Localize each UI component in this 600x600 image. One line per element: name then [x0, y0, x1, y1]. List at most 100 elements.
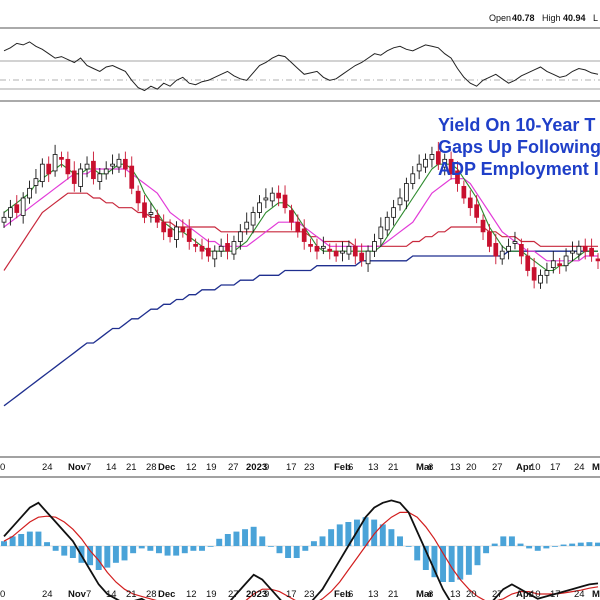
- candle-body: [518, 243, 524, 257]
- candle-body: [557, 263, 563, 267]
- x-tick-label: 21: [388, 589, 399, 600]
- candle: [142, 195, 147, 224]
- sma-long-line: [3, 192, 598, 271]
- macd-panel: [0, 476, 600, 600]
- candle: [346, 240, 352, 260]
- candle-body: [467, 197, 473, 209]
- x-tick-label: 13: [450, 462, 461, 473]
- candle: [193, 238, 198, 253]
- macd-histogram-bar: [371, 519, 378, 546]
- candle: [518, 238, 524, 265]
- candle-body: [20, 197, 26, 216]
- macd-histogram-bar: [534, 546, 541, 551]
- candle-body: [225, 243, 230, 252]
- candle: [544, 262, 550, 284]
- candle-body: [378, 226, 384, 239]
- candle: [110, 154, 115, 175]
- macd-histogram-bar: [543, 546, 550, 549]
- candle: [487, 224, 492, 253]
- candle: [186, 219, 192, 250]
- open-label: Open: [489, 13, 511, 23]
- x-tick-label: 2023: [246, 462, 267, 473]
- candle-body: [550, 260, 556, 269]
- x-tick-label: 17: [286, 462, 297, 473]
- candle-body: [193, 243, 198, 247]
- x-tick-label: 13: [450, 589, 461, 600]
- candle: [506, 238, 511, 260]
- candle: [263, 188, 269, 209]
- candle: [308, 238, 313, 253]
- candle-body: [544, 270, 550, 276]
- candle-body: [27, 187, 32, 199]
- candle-body: [448, 158, 454, 175]
- high-value: 40.94: [563, 13, 586, 23]
- macd-histogram-bar: [224, 534, 231, 546]
- macd-histogram-bar: [483, 546, 490, 554]
- candle: [282, 185, 288, 214]
- candle: [391, 199, 396, 226]
- macd-histogram-bar: [69, 546, 76, 558]
- macd-histogram-bar: [233, 531, 240, 546]
- candle-body: [116, 158, 122, 168]
- macd-histogram-bar: [328, 529, 335, 546]
- sma-200-line: [3, 250, 598, 407]
- candle-body: [186, 228, 192, 242]
- candle: [467, 190, 473, 216]
- candle: [52, 144, 58, 177]
- candle-body: [135, 190, 141, 204]
- candle-body: [78, 168, 84, 187]
- candle-body: [148, 212, 154, 215]
- candle-body: [410, 173, 416, 184]
- candle: [493, 233, 499, 265]
- candle: [71, 161, 77, 192]
- candle: [135, 185, 141, 212]
- candle-body: [589, 247, 594, 257]
- macd-histogram-bar: [431, 546, 438, 578]
- candle-body: [1, 216, 7, 223]
- candle-body: [206, 247, 211, 257]
- candle-body: [340, 250, 345, 254]
- macd-histogram-bar: [448, 546, 455, 582]
- macd-histogram-bar: [52, 546, 59, 551]
- candle-body: [308, 243, 313, 247]
- macd-histogram-bar: [155, 546, 162, 554]
- candle: [103, 161, 109, 180]
- x-tick-label: 24: [42, 589, 53, 600]
- candle: [244, 212, 250, 235]
- x-tick-label: Feb: [334, 462, 351, 473]
- macd-histogram-bar: [35, 531, 42, 546]
- x-tick-label: Apr: [516, 589, 533, 600]
- candle-body: [65, 158, 71, 175]
- macd-histogram-bar: [267, 546, 274, 547]
- x-tick-label: 14: [106, 589, 117, 600]
- candle-body: [365, 250, 371, 265]
- candle-body: [314, 245, 320, 252]
- candle-body: [33, 178, 39, 186]
- candle: [295, 214, 301, 238]
- candle-body: [372, 241, 377, 252]
- candle-body: [71, 170, 77, 184]
- macd-histogram-bar: [18, 534, 25, 546]
- macd-histogram-bar: [500, 536, 507, 546]
- x-tick-label: 0: [0, 462, 5, 473]
- sma-short-line: [3, 163, 598, 272]
- candle-body: [14, 204, 20, 213]
- macd-histogram-bar: [181, 546, 188, 554]
- candle-body: [499, 250, 505, 260]
- x-tick-label: 7: [86, 462, 91, 473]
- x-tick-label: 6: [428, 462, 433, 473]
- candle: [397, 188, 403, 211]
- x-tick-label: 21: [388, 462, 399, 473]
- candle-body: [46, 163, 52, 175]
- candle-body: [269, 192, 275, 202]
- candle-body: [250, 212, 256, 226]
- x-tick-label: 12: [186, 589, 197, 600]
- candle-body: [59, 156, 64, 160]
- macd-histogram-bar: [595, 542, 600, 546]
- candle-body: [129, 165, 135, 189]
- macd-histogram-bar: [526, 546, 533, 549]
- macd-histogram-bar: [242, 529, 249, 546]
- candle: [538, 269, 543, 289]
- candle-body: [416, 163, 422, 172]
